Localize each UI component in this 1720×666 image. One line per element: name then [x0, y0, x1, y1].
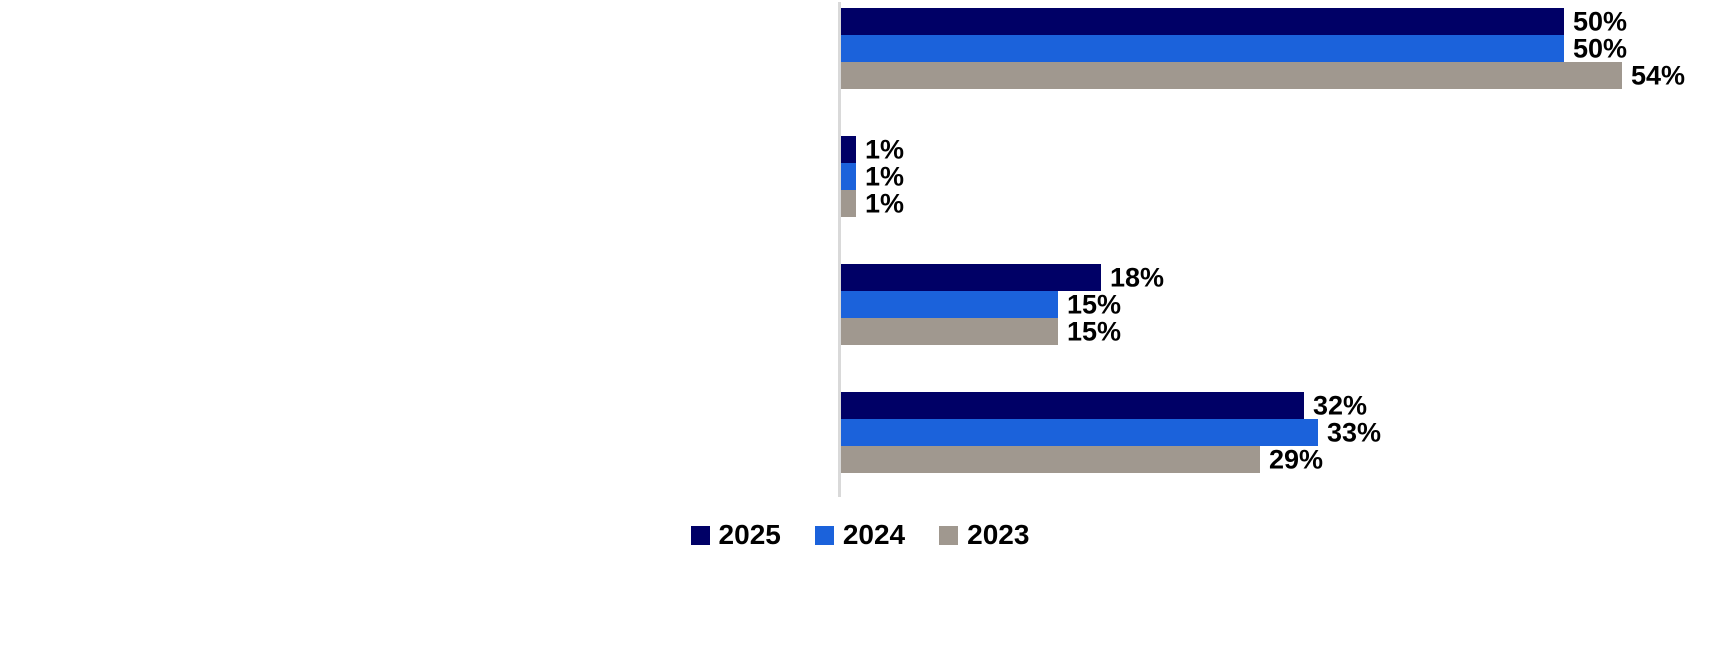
bar-2025[interactable] — [841, 136, 856, 163]
bar-2024[interactable] — [841, 419, 1318, 446]
bar-value-label: 1% — [865, 188, 905, 218]
bar-2024[interactable] — [841, 163, 856, 190]
bar-value-label: 18% — [1110, 262, 1165, 292]
legend-item-2024[interactable]: 2024 — [814, 519, 906, 550]
bar-2025[interactable] — [841, 8, 1564, 35]
chart-legend: 2025 2024 2023 — [0, 521, 1720, 549]
legend-item-label: 2024 — [842, 519, 906, 550]
bar-2024[interactable] — [841, 291, 1058, 318]
plot-area: Senior analysts/PMs as a part of regular… — [838, 2, 1686, 497]
legend-item-label: 2023 — [967, 519, 1030, 550]
legend-swatch-icon — [690, 525, 710, 545]
category-axis-line — [838, 2, 841, 497]
bar-2025[interactable] — [841, 264, 1101, 291]
bar-2023[interactable] — [841, 62, 1622, 89]
legend-swatch-icon — [939, 525, 959, 545]
legend-item-label: 2025 — [718, 519, 781, 550]
bar-2025[interactable] — [841, 392, 1304, 419]
legend-item-2025[interactable]: 2025 — [690, 519, 781, 550]
bar-value-label: 1% — [865, 161, 905, 191]
legend-swatch-icon — [814, 525, 834, 545]
bar-2023[interactable] — [841, 190, 856, 217]
bar-2024[interactable] — [841, 35, 1564, 62]
bar-value-label: 29% — [1269, 444, 1324, 474]
bar-value-label: 54% — [1631, 60, 1686, 90]
legend-item-2023[interactable]: 2023 — [939, 521, 1029, 549]
bar-value-label: 32% — [1313, 390, 1368, 420]
bar-value-label: 15% — [1067, 289, 1122, 319]
bar-value-label: 33% — [1327, 417, 1382, 447]
bar-value-label: 1% — [865, 134, 905, 164]
bar-value-label: 15% — [1067, 316, 1122, 346]
bar-2023[interactable] — [841, 446, 1260, 473]
bar-value-label: 50% — [1573, 33, 1628, 63]
bar-value-label: 50% — [1573, 6, 1628, 36]
bar-2023[interactable] — [841, 318, 1058, 345]
